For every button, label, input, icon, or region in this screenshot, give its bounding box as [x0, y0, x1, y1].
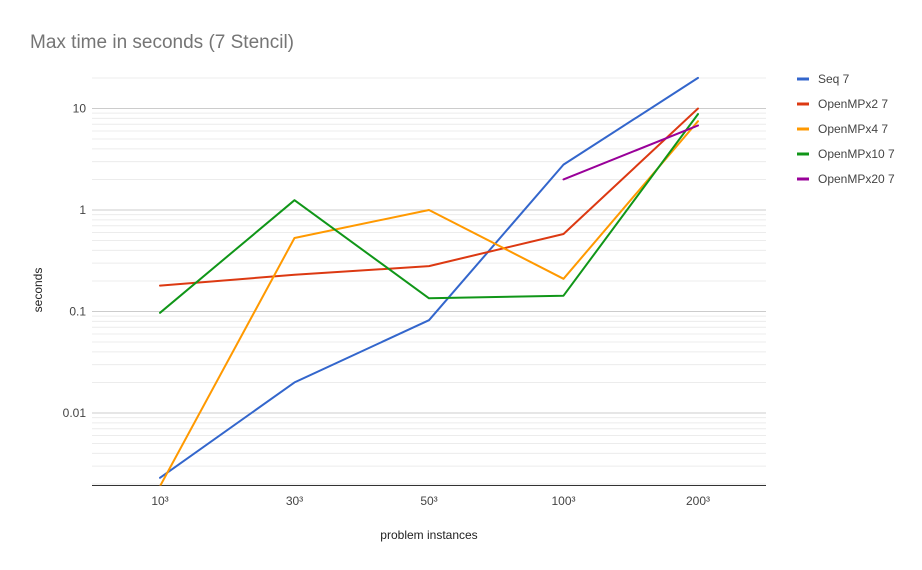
legend-swatch — [797, 177, 809, 181]
y-tick-label: 1 — [79, 203, 86, 217]
legend-swatch — [797, 102, 809, 106]
series-lines — [159, 76, 699, 486]
legend-label: OpenMPx20 7 — [818, 172, 895, 186]
series-line-3 — [159, 120, 699, 486]
y-axis-ticks: 0.01 0.1 1 10 — [63, 102, 87, 421]
y-tick-label: 10 — [73, 102, 87, 116]
series-line-4 — [159, 113, 699, 314]
gridlines — [92, 77, 766, 486]
x-axis-ticks: 10³ 30³ 50³ 100³ 200³ — [151, 494, 710, 508]
legend-label: OpenMPx10 7 — [818, 147, 895, 161]
legend-label: OpenMPx4 7 — [818, 122, 888, 136]
x-axis-title: problem instances — [380, 528, 477, 542]
x-tick-label: 200³ — [686, 494, 710, 508]
series-line-1 — [159, 76, 699, 479]
x-tick-label: 10³ — [151, 494, 168, 508]
legend-swatch — [797, 127, 809, 131]
series-line-2 — [159, 107, 699, 287]
y-tick-label: 0.01 — [63, 406, 87, 420]
legend-swatch — [797, 77, 809, 81]
x-tick-label: 30³ — [286, 494, 303, 508]
x-tick-label: 50³ — [420, 494, 437, 508]
x-tick-label: 100³ — [551, 494, 575, 508]
legend-label: OpenMPx2 7 — [818, 97, 888, 111]
series-line-5 — [562, 124, 699, 181]
y-tick-label: 0.1 — [69, 305, 86, 319]
y-axis-title: seconds — [31, 268, 45, 313]
legend-label: Seq 7 — [818, 72, 850, 86]
legend: Seq 7 OpenMPx2 7 OpenMPx4 7 OpenMPx10 7 Open… — [797, 72, 895, 186]
chart-title: Max time in seconds (7 Stencil) — [30, 32, 294, 53]
legend-swatch — [797, 152, 809, 156]
